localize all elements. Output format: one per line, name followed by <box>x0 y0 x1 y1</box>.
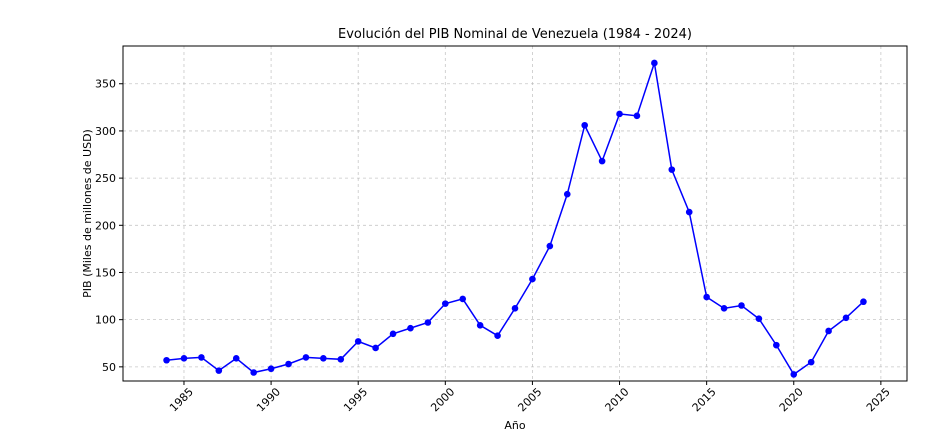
data-point <box>825 327 832 335</box>
data-point <box>372 344 379 352</box>
data-point <box>267 365 275 373</box>
data-point <box>790 371 798 378</box>
chart-title: Evolución del PIB Nominal de Venezuela (… <box>338 27 692 42</box>
data-point <box>598 157 606 165</box>
y-tick-label: 350 <box>95 78 116 91</box>
data-point <box>685 208 693 216</box>
data-point <box>459 295 467 303</box>
x-tick-label: 1995 <box>341 385 370 414</box>
data-point <box>651 59 658 67</box>
x-tick-label: 2015 <box>690 385 719 414</box>
data-point <box>842 314 850 322</box>
plot-frame <box>122 45 908 382</box>
series-line <box>166 62 864 376</box>
data-point <box>285 360 292 368</box>
x-axis-title: Año <box>504 419 525 432</box>
y-tick-label: 50 <box>102 361 116 374</box>
data-point <box>407 324 414 332</box>
data-point <box>616 110 623 118</box>
data-point <box>668 166 676 173</box>
x-tick-label: 1990 <box>254 385 283 414</box>
data-point <box>337 355 345 363</box>
x-tick-label: 2000 <box>428 385 457 414</box>
x-axis: 1985 1990 1995 2000 2005 2010 2015 2020 2025 <box>167 381 893 414</box>
data-point <box>320 355 327 362</box>
data-point <box>424 319 432 326</box>
grid <box>123 46 907 381</box>
x-tick-label: 2010 <box>603 385 632 414</box>
data-point <box>442 300 449 307</box>
data-point <box>511 305 519 312</box>
y-axis-title: PIB (Miles de millones de USD) <box>81 129 94 298</box>
y-tick-label: 250 <box>95 172 116 185</box>
data-point <box>773 341 780 349</box>
x-tick-label: 2005 <box>515 385 544 414</box>
data-point <box>755 315 763 323</box>
data-point <box>215 367 223 374</box>
data-point <box>720 305 728 312</box>
data-point <box>633 112 641 120</box>
y-tick-label: 200 <box>95 219 116 232</box>
data-point <box>232 355 240 362</box>
data-point <box>546 242 554 250</box>
data-point <box>302 354 310 361</box>
data-point <box>860 298 867 306</box>
data-point <box>163 356 170 364</box>
data-point <box>563 190 571 198</box>
data-point <box>250 369 257 376</box>
y-tick-label: 300 <box>95 125 116 138</box>
x-tick-label: 1985 <box>167 385 196 414</box>
data-point <box>354 338 362 345</box>
x-tick-label: 2025 <box>864 385 893 414</box>
data-point <box>529 275 536 283</box>
data-point <box>198 354 205 361</box>
data-point <box>476 322 484 329</box>
data-point <box>703 293 710 301</box>
series-layer <box>163 59 867 378</box>
data-point <box>738 302 745 309</box>
y-tick-label: 100 <box>95 314 116 327</box>
x-tick-label: 2020 <box>777 385 806 414</box>
data-point <box>581 121 588 129</box>
data-point <box>389 330 397 338</box>
data-point <box>180 355 188 362</box>
data-point <box>807 358 815 366</box>
y-tick-label: 150 <box>95 266 116 279</box>
y-axis: 50 100 150 200 250 300 350 <box>95 78 123 374</box>
data-point <box>494 332 501 340</box>
